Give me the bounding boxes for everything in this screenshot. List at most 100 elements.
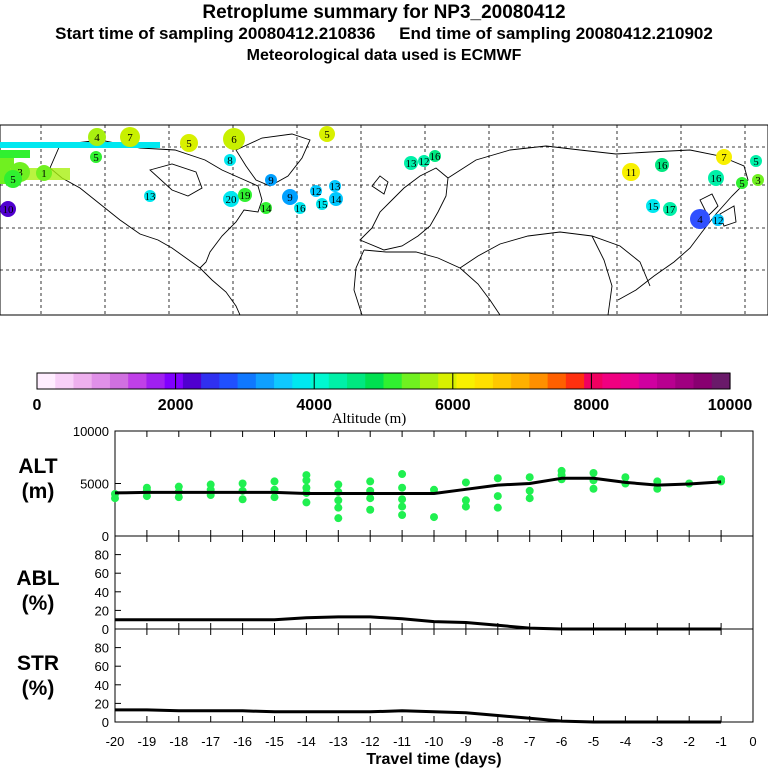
plume-marker-dot [120,127,140,147]
met-data-line: Meteorological data used is ECMWF [246,47,522,64]
plume-marker: 12 [310,185,322,198]
x-tick-label: 0 [749,734,756,749]
plume-marker-label: 13 [406,158,418,170]
x-tick-label: -12 [361,734,380,749]
plume-marker-dot [329,180,341,192]
colorbar-swatch [109,373,129,389]
y-tick-label: 5000 [80,477,109,492]
plume-marker-label: 5 [753,156,759,168]
plume-marker: 6 [223,128,245,150]
plume-marker-label: 13 [145,191,157,203]
x-tick-label: -13 [329,734,348,749]
plume-marker: 13 [404,156,418,170]
alt-point [589,484,598,493]
plume-marker-label: 16 [430,151,442,163]
plume-marker-label: 3 [755,175,761,187]
plume-marker: 1 [36,165,52,181]
plume-marker-dot [646,199,660,213]
plume-marker-label: 8 [227,155,233,167]
plume-marker: 20 [223,191,239,207]
coastlines [49,133,749,316]
plume-marker: 12 [712,214,724,227]
colorbar-swatch [201,373,220,389]
colorbar-tick-label: 0 [33,397,42,414]
colorbar-swatch [55,373,75,389]
y-tick-label: 20 [95,696,109,711]
plume-marker-label: 19 [240,190,252,202]
colorbar-swatch [237,373,257,389]
alt-point [461,496,470,505]
plume-marker-label: 6 [231,134,237,146]
y-tick-label: 0 [102,622,109,637]
plume-marker: 10 [0,201,16,217]
alt-point [206,480,215,489]
alt-unit: (m) [22,480,55,503]
plume-marker: 7 [120,127,140,147]
x-tick-label: -10 [425,734,444,749]
abl-y-ticks: 0 20 40 60 80 [95,548,121,637]
plume-marker: 8 [224,154,236,167]
x-tick-label: -3 [652,734,664,749]
plume-marker: 5 [750,155,762,168]
plume-marker-label: 5 [186,138,192,150]
colorbar-frame [36,372,731,390]
plume-marker: 9 [282,189,298,205]
plume-marker-dot [282,189,298,205]
plume-marker-label: 9 [268,175,274,187]
plume-marker: 13 [144,190,156,203]
plume-marker: 13 [329,180,341,193]
colorbar-swatch [474,373,494,389]
colorbar-swatch [565,373,585,389]
colorbar-swatch [456,373,476,389]
alt-point [430,513,438,522]
y-tick-label: 60 [95,659,109,674]
plume-marker-dot [429,150,441,162]
alt-point [493,474,502,483]
alt-point [302,498,311,507]
x-tick-label: -5 [588,734,600,749]
plume-marker-label: 16 [295,203,307,215]
plume-marker: 16 [429,150,441,163]
str-panel-frame [114,628,754,723]
colorbar-swatch [492,373,512,389]
alt-point [238,495,247,504]
str-y-ticks: 0 20 40 60 80 [95,641,121,730]
alt-point [302,471,311,480]
alt-point [366,505,375,514]
alt-point [238,479,247,488]
plume-marker-dot [418,155,430,167]
plume-marker: 5 [90,151,102,164]
alt-point [525,473,534,482]
y-tick-label: 20 [95,603,109,618]
plume-marker-label: 10 [3,204,15,216]
plume-marker-label: 16 [711,173,723,185]
colorbar-swatch [310,373,330,389]
map-gridlines [0,125,768,315]
colorbar-swatch [383,373,403,389]
alt-point [493,492,502,501]
plume-marker-dot [655,158,669,172]
colorbar-label: Altitude (m) [332,411,407,427]
colorbar-swatch [584,373,603,389]
plume-marker-label: 7 [127,132,133,144]
abl-label: ABL [16,567,59,590]
colorbar-swatch [255,373,275,389]
colorbar-swatch [638,373,658,389]
colorbar-swatch [620,373,640,389]
alt-y-ticks: 0 5000 10000 [73,424,121,544]
alt-point [398,511,407,519]
colorbar-swatch [37,373,56,389]
x-tick-label: -14 [297,734,316,749]
x-tick-label: -16 [233,734,252,749]
alt-point [174,482,183,491]
y-tick-label: 10000 [73,424,109,439]
alt-point [557,466,566,475]
plume-marker-dot [329,192,343,206]
colorbar-swatch [693,373,713,389]
plume-marker: 16 [708,170,724,186]
x-tick-label: -4 [620,734,632,749]
colorbar-swatch [146,373,166,389]
plume-marker-dot [708,170,724,186]
plume-marker-dot [716,149,732,165]
median-lines [114,476,722,724]
